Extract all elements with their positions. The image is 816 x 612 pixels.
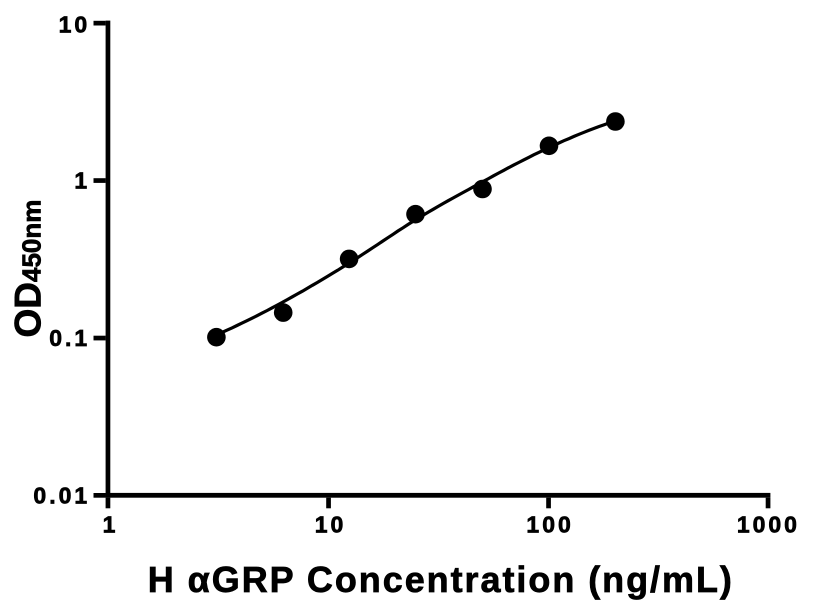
svg-text:1: 1 — [74, 168, 90, 194]
svg-text:H αGRP Concentration (ng/mL): H αGRP Concentration (ng/mL) — [148, 559, 734, 600]
svg-text:1: 1 — [103, 512, 119, 538]
svg-text:1000: 1000 — [737, 512, 800, 538]
svg-text:10: 10 — [315, 512, 347, 538]
svg-text:0.01: 0.01 — [33, 483, 90, 509]
svg-text:0.1: 0.1 — [49, 325, 90, 351]
svg-text:10: 10 — [59, 12, 91, 38]
svg-text:100: 100 — [526, 512, 573, 538]
